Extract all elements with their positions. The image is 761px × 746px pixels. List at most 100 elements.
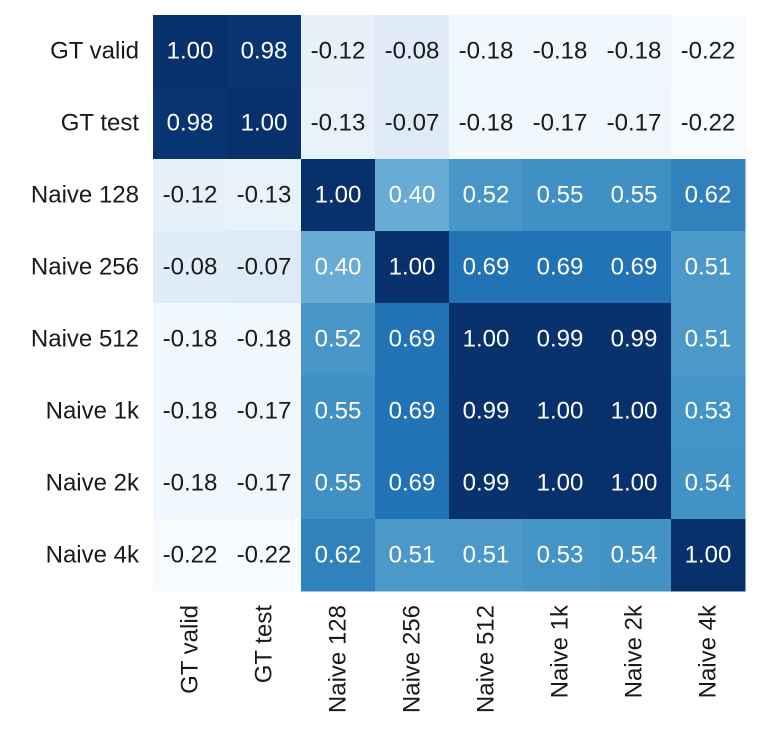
heatmap-cell	[671, 447, 746, 520]
heatmap-cell	[301, 15, 376, 88]
cell-value-label: 0.54	[611, 542, 658, 569]
y-tick-label: Naive 2k	[46, 470, 140, 497]
y-axis-tick-labels: GT valid GT test Naive 128 Naive 256 Naive 5…	[31, 38, 140, 569]
heatmap-cell	[153, 231, 228, 304]
heatmap-cell	[671, 519, 746, 592]
cell-value-label: -0.18	[237, 326, 292, 353]
cell-value-label: 0.99	[537, 326, 584, 353]
heatmap-cells: 1.00 0.98 -0.12 -0.08 -0.18 -0.18 -0.18 -0.22 0.…	[153, 15, 746, 592]
y-tick-label: Naive 128	[31, 182, 139, 209]
cell-value-label: 0.40	[315, 254, 362, 281]
heatmap-cell	[523, 15, 598, 88]
cell-value-label: 0.52	[463, 182, 510, 209]
heatmap-cell	[375, 375, 450, 448]
x-tick-label: Naive 4k	[695, 604, 722, 698]
cell-value-label: 0.52	[315, 326, 362, 353]
heatmap-cell	[597, 87, 672, 160]
cell-value-label: -0.17	[533, 110, 588, 137]
y-tick-label: Naive 1k	[46, 398, 140, 425]
cell-value-label: 0.54	[685, 470, 732, 497]
heatmap-cell	[227, 87, 302, 160]
heatmap-cell	[301, 375, 376, 448]
x-tick-label: Naive 1k	[547, 604, 574, 698]
heatmap-cell	[449, 159, 524, 232]
heatmap-cell	[375, 87, 450, 160]
heatmap-cell	[523, 231, 598, 304]
cell-value-label: 0.51	[685, 254, 732, 281]
heatmap-cell	[449, 15, 524, 88]
x-axis-tick-labels: GT valid GT test Naive 128 Naive 256 Naive 5…	[177, 604, 722, 713]
cell-value-label: -0.18	[163, 398, 218, 425]
cell-value-label: -0.17	[607, 110, 662, 137]
heatmap-cell	[671, 159, 746, 232]
cell-value-label: 1.00	[389, 254, 436, 281]
cell-value-label: -0.12	[311, 38, 366, 65]
heatmap-cell	[375, 159, 450, 232]
cell-value-label: 0.55	[611, 182, 658, 209]
heatmap-cell	[301, 87, 376, 160]
heatmap-cell	[227, 159, 302, 232]
cell-value-label: -0.18	[163, 470, 218, 497]
heatmap-cell	[449, 447, 524, 520]
cell-value-label: 0.55	[315, 470, 362, 497]
cell-value-label: -0.18	[459, 38, 514, 65]
heatmap-cell	[227, 303, 302, 376]
heatmap-cell	[153, 375, 228, 448]
heatmap-cell	[523, 159, 598, 232]
cell-value-label: 0.53	[685, 398, 732, 425]
heatmap-cell	[597, 519, 672, 592]
cell-value-label: 0.69	[389, 398, 436, 425]
cell-value-label: 0.69	[389, 326, 436, 353]
cell-value-label: 0.51	[463, 542, 510, 569]
cell-value-label: 1.00	[463, 326, 510, 353]
cell-value-label: 1.00	[685, 542, 732, 569]
heatmap-cell	[597, 375, 672, 448]
heatmap-cell	[301, 303, 376, 376]
heatmap-cell	[523, 447, 598, 520]
y-tick-label: Naive 256	[31, 254, 139, 281]
cell-value-label: -0.13	[237, 182, 292, 209]
cell-value-label: 0.40	[389, 182, 436, 209]
heatmap-cell	[523, 303, 598, 376]
heatmap-cell	[153, 447, 228, 520]
heatmap-cell	[375, 447, 450, 520]
heatmap-cell	[153, 15, 228, 88]
cell-value-label: -0.22	[163, 542, 218, 569]
cell-value-label: 1.00	[611, 470, 658, 497]
cell-value-label: -0.17	[237, 470, 292, 497]
cell-value-label: 1.00	[537, 470, 584, 497]
cell-value-label: 0.69	[463, 254, 510, 281]
heatmap-cell	[597, 447, 672, 520]
heatmap-cell	[671, 375, 746, 448]
y-tick-label: GT test	[61, 110, 140, 137]
heatmap-cell	[449, 303, 524, 376]
heatmap-cell	[523, 375, 598, 448]
heatmap-cell	[671, 87, 746, 160]
x-tick-label: Naive 256	[399, 605, 426, 713]
heatmap-cell	[523, 519, 598, 592]
heatmap-cell	[597, 303, 672, 376]
heatmap-cell	[375, 231, 450, 304]
x-tick-label: GT test	[251, 605, 278, 684]
cell-value-label: 0.99	[463, 470, 510, 497]
cell-value-label: -0.08	[163, 254, 218, 281]
heatmap-cell	[671, 231, 746, 304]
heatmap-cell	[671, 303, 746, 376]
cell-value-label: -0.22	[681, 38, 736, 65]
cell-value-label: 0.51	[685, 326, 732, 353]
heatmap-cell	[227, 375, 302, 448]
y-tick-label: Naive 4k	[46, 542, 140, 569]
cell-value-label: -0.22	[681, 110, 736, 137]
y-tick-label: Naive 512	[31, 326, 139, 353]
cell-value-label: 0.69	[389, 470, 436, 497]
cell-value-label: -0.18	[459, 110, 514, 137]
x-tick-label: GT valid	[177, 605, 204, 694]
heatmap-cell	[227, 15, 302, 88]
cell-value-label: 1.00	[167, 38, 214, 65]
heatmap-cell	[375, 303, 450, 376]
heatmap-cell	[153, 519, 228, 592]
heatmap-cell	[227, 231, 302, 304]
cell-value-label: -0.18	[533, 38, 588, 65]
cell-value-label: 0.98	[241, 38, 288, 65]
